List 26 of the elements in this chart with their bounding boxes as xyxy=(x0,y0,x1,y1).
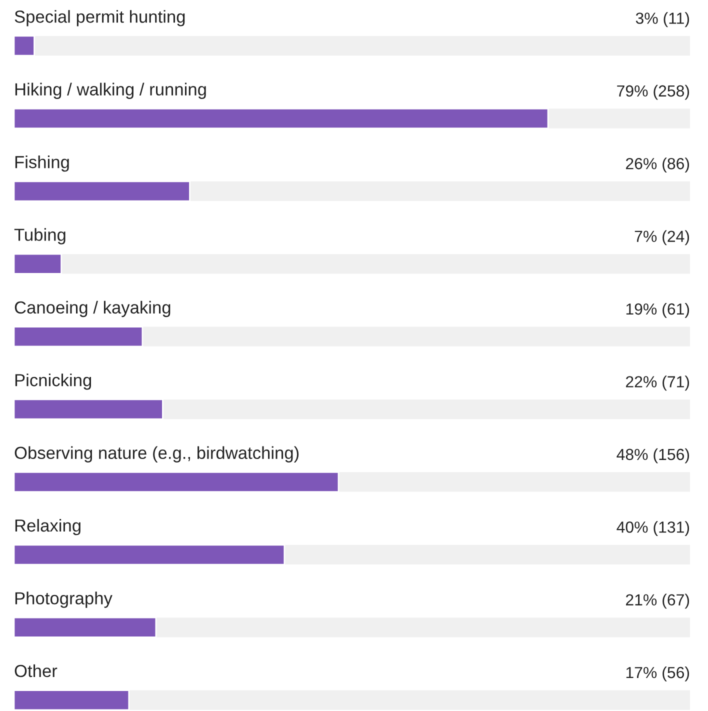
y-tick-label: Picnicking xyxy=(15,374,92,390)
data-label: 48% (156) xyxy=(616,448,690,464)
y-tick-label: Special permit hunting xyxy=(14,10,185,26)
bar xyxy=(14,398,164,420)
y-tick-label: Photography xyxy=(15,592,112,608)
data-label: 40% (131) xyxy=(616,521,690,536)
y-tick-label: Tubing xyxy=(14,228,66,244)
y-tick-label: Canoeing / kayaking xyxy=(14,300,170,318)
y-tick-label: Observing nature (e.g., birdwatching) xyxy=(14,446,299,462)
bar xyxy=(14,253,62,274)
y-tick-label: Fishing xyxy=(15,155,69,172)
y-tick-label: Other xyxy=(14,664,58,678)
bar xyxy=(14,690,130,711)
bar xyxy=(14,616,157,638)
data-label: 79% (258) xyxy=(617,84,690,100)
bar xyxy=(14,326,144,348)
data-label: 3% (11) xyxy=(636,12,690,28)
data-label: 22% (71) xyxy=(626,376,690,391)
data-label: 17% (56) xyxy=(626,666,690,682)
bar xyxy=(14,35,35,56)
data-label: 19% (61) xyxy=(626,302,690,318)
data-label: 21% (67) xyxy=(626,594,690,609)
y-tick-label: Hiking / walking / running xyxy=(15,82,206,99)
y-tick-label: Relaxing xyxy=(15,518,80,536)
data-label: 26% (86) xyxy=(626,158,690,172)
data-label: 7% (24) xyxy=(634,230,690,246)
